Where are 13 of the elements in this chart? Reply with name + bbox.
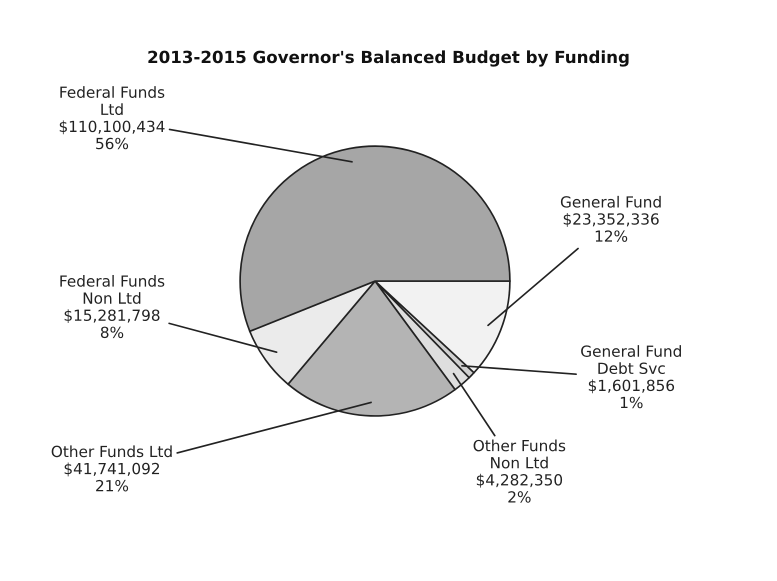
data-label: $23,352,336 12% <box>564 212 659 242</box>
data-label: $41,741,092 21% <box>64 462 160 492</box>
slice-label: Other Funds Non Ltd <box>474 440 566 468</box>
data-label: $4,282,350 2% <box>476 474 562 503</box>
data-label: $15,281,798 8% <box>64 309 160 338</box>
data-label: $110,100,434 56% <box>60 120 165 150</box>
data-label: $1,601,856 1% <box>588 379 674 408</box>
slice-label: General Fund Debt Svc <box>581 345 681 374</box>
slice-label: General Fund <box>560 196 661 208</box>
slice-label: Federal Funds Non Ltd <box>60 274 164 304</box>
slice-label: Federal Funds Ltd <box>60 86 164 116</box>
chart-title: 2013-2015 Governor's Balanced Budget by Funding <box>148 50 629 67</box>
slice-label: Other Funds Ltd <box>52 445 172 458</box>
